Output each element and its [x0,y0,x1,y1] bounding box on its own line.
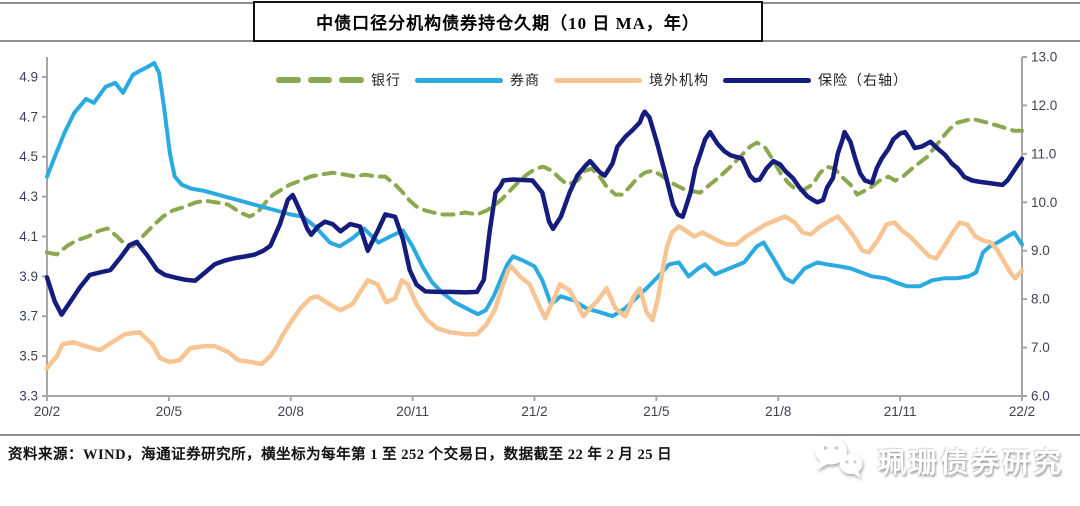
x-axis-tick-label: 22/2 [1009,404,1035,419]
series-line-0 [45,116,1024,257]
x-axis-tick-label: 21/11 [884,404,917,419]
source-note: 资料来源：WIND，海通证券研究所，横坐标为每年第 1 至 252 个交易日，数… [8,447,673,463]
left-axis-tick-label: 4.1 [19,229,38,244]
left-axis-tick-label: 3.7 [19,309,38,324]
legend-item-0: 银行 [276,70,401,90]
legend-marker-3 [723,77,811,83]
left-axis-tick-label: 3.9 [19,269,38,284]
chart-legend: 银行 券商 境外机构 保险（右轴） [276,70,908,90]
right-axis-tick-label: 8.0 [1031,292,1050,307]
series-line-1 [45,61,1024,319]
legend-marker-1 [415,77,503,83]
legend-label: 保险（右轴） [818,74,908,89]
right-axis-tick-label: 11.0 [1031,146,1056,161]
legend-marker-2 [554,77,642,83]
x-axis-tick-label: 20/11 [396,404,429,419]
legend-item-3: 保险（右轴） [723,70,908,90]
legend-item-2: 境外机构 [554,70,709,90]
left-axis-tick-label: 4.5 [19,149,38,164]
series-line-3 [44,109,1025,317]
left-axis-tick-label: 4.7 [19,109,38,124]
brand-watermark: 珮珊债券研究 [810,434,1064,487]
left-axis-tick-label: 4.9 [19,69,38,84]
x-axis-tick-label: 20/2 [34,404,60,419]
right-axis-tick-label: 13.0 [1031,50,1057,65]
right-axis-tick-label: 7.0 [1031,340,1050,355]
left-axis-tick-label: 3.5 [19,349,38,364]
x-axis-tick-label: 21/8 [765,404,791,419]
x-axis-tick-label: 20/5 [156,404,182,419]
footer-top-rule [0,434,1080,436]
right-axis-tick-label: 6.0 [1031,389,1050,404]
chart-title-box: 中债口径分机构债券持仓久期（10 日 MA，年） [253,1,763,42]
left-axis-tick-label: 4.3 [19,189,38,204]
legend-label: 银行 [371,74,401,89]
legend-item-1: 券商 [415,70,540,90]
series-line-2 [44,214,1025,371]
wechat-chat-bubbles-icon [810,434,868,487]
x-axis-tick-label: 21/2 [521,404,547,419]
x-axis-tick-label: 20/8 [278,404,304,419]
legend-marker-0 [276,77,365,83]
watermark-text: 珮珊债券研究 [877,447,1064,479]
right-axis-tick-label: 10.0 [1031,195,1057,210]
legend-label: 券商 [510,74,540,89]
left-axis-tick-label: 3.3 [19,389,38,404]
right-axis-tick-label: 9.0 [1031,243,1050,258]
chart-title: 中债口径分机构债券持仓久期（10 日 MA，年） [316,14,700,33]
right-axis-tick-label: 12.0 [1031,98,1057,113]
legend-label: 境外机构 [649,74,709,89]
x-axis-tick-label: 21/5 [643,404,669,419]
